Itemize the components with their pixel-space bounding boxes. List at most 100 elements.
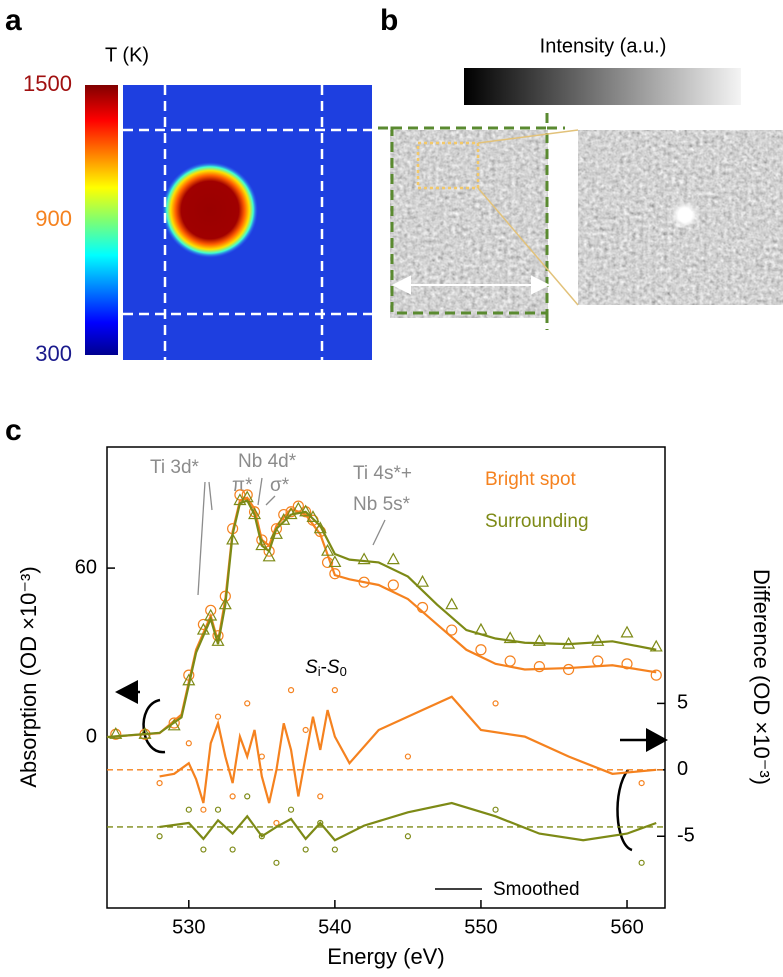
point: [387, 579, 399, 591]
point: [446, 624, 458, 636]
label-part: i: [318, 664, 321, 679]
point: [214, 806, 222, 813]
point: [269, 527, 283, 539]
zoom-lines: [477, 129, 579, 306]
smoothed-line: [106, 499, 657, 739]
difference-label: Si-S0: [305, 657, 347, 679]
point: [211, 634, 225, 646]
hot-spot: [162, 162, 258, 258]
point: [328, 555, 342, 568]
point: [357, 552, 371, 565]
point: [156, 780, 163, 787]
point: [262, 549, 276, 562]
annotation: Nb 5s*: [353, 494, 411, 515]
point: [649, 639, 663, 652]
point: [416, 574, 430, 587]
point: [329, 568, 341, 580]
point: [109, 726, 123, 739]
point: [273, 819, 280, 827]
label-part: S: [305, 657, 318, 678]
point: [404, 833, 412, 840]
label-part: -: [321, 657, 327, 678]
point: [592, 655, 604, 667]
point: [185, 806, 192, 813]
plot-area: 530 540 550 560 0 60 -5 0 5 Bright spot Surroundin…: [75, 469, 695, 938]
panel-label: b: [380, 4, 398, 37]
annotation: Ti 3d*: [150, 457, 200, 478]
point: [638, 859, 645, 866]
point: [404, 753, 412, 760]
point: [503, 631, 517, 644]
point: [492, 806, 499, 813]
point: [317, 793, 324, 800]
point: [270, 523, 283, 535]
annotation: σ*: [270, 475, 290, 496]
smoothed-line: [106, 496, 657, 739]
smoothed-label: Smoothed: [493, 879, 580, 900]
point: [278, 508, 290, 521]
colorbar: [85, 85, 118, 355]
point: [445, 597, 459, 610]
panel-label: c: [5, 414, 22, 447]
point: [532, 634, 546, 646]
point: [317, 819, 324, 827]
smoothed-line: [159, 801, 657, 842]
point: [591, 634, 605, 646]
zoom-box: [416, 141, 480, 190]
colorbar-tick-label: 900: [35, 206, 72, 231]
point: [475, 644, 487, 656]
point: [621, 658, 633, 670]
y2-tick-label: 0: [677, 758, 688, 780]
point: [200, 846, 207, 853]
x-tick-label: 550: [464, 916, 497, 938]
colorbar-tick-label: 300: [35, 341, 72, 366]
legend-entry: Surrounding: [485, 511, 589, 532]
y-axis-title: Absorption (OD ×10⁻³): [16, 566, 41, 787]
point: [386, 552, 400, 565]
point: [302, 846, 309, 853]
colorbar-tick-label: 1500: [23, 71, 72, 96]
point: [168, 717, 180, 729]
point: [650, 669, 662, 681]
colorbar-title: T (K): [105, 44, 149, 66]
point: [255, 538, 269, 551]
point: [258, 833, 265, 840]
point: [331, 846, 338, 853]
label-part: 0: [340, 664, 347, 679]
point: [229, 793, 236, 800]
y2-axis-title: Difference (OD ×10⁻³): [749, 569, 774, 785]
width-arrow: [391, 275, 551, 295]
colorbar-title: Intensity (a.u.): [540, 35, 667, 57]
point: [229, 846, 236, 853]
legend-entry: Bright spot: [485, 469, 577, 490]
x-tick-label: 560: [610, 916, 643, 938]
point: [620, 625, 634, 638]
point: [299, 504, 313, 517]
point: [287, 806, 295, 813]
point: [638, 780, 645, 787]
point: [313, 521, 327, 534]
y2-tick-label: -5: [677, 825, 695, 847]
point: [244, 700, 251, 707]
point: [287, 687, 295, 694]
axis-indicator-heads: [115, 680, 668, 752]
label-part: S: [327, 657, 340, 678]
point: [321, 543, 335, 556]
point: [244, 793, 251, 800]
point: [273, 859, 280, 866]
point: [200, 806, 207, 813]
point: [302, 726, 309, 734]
smoothed-line: [159, 695, 657, 804]
guide-lines: [123, 85, 372, 360]
panel-label: a: [5, 4, 22, 37]
intensity-bar: [464, 68, 741, 105]
annotation: Nb 4d*: [238, 451, 297, 472]
y-tick-label: 60: [75, 556, 97, 578]
frame: [378, 113, 565, 330]
point: [504, 655, 516, 667]
y2-tick-label: 5: [677, 692, 688, 714]
annotation: Ti 4s*+: [353, 463, 412, 484]
x-tick-label: 540: [318, 916, 351, 938]
plot-frame: [106, 446, 666, 909]
